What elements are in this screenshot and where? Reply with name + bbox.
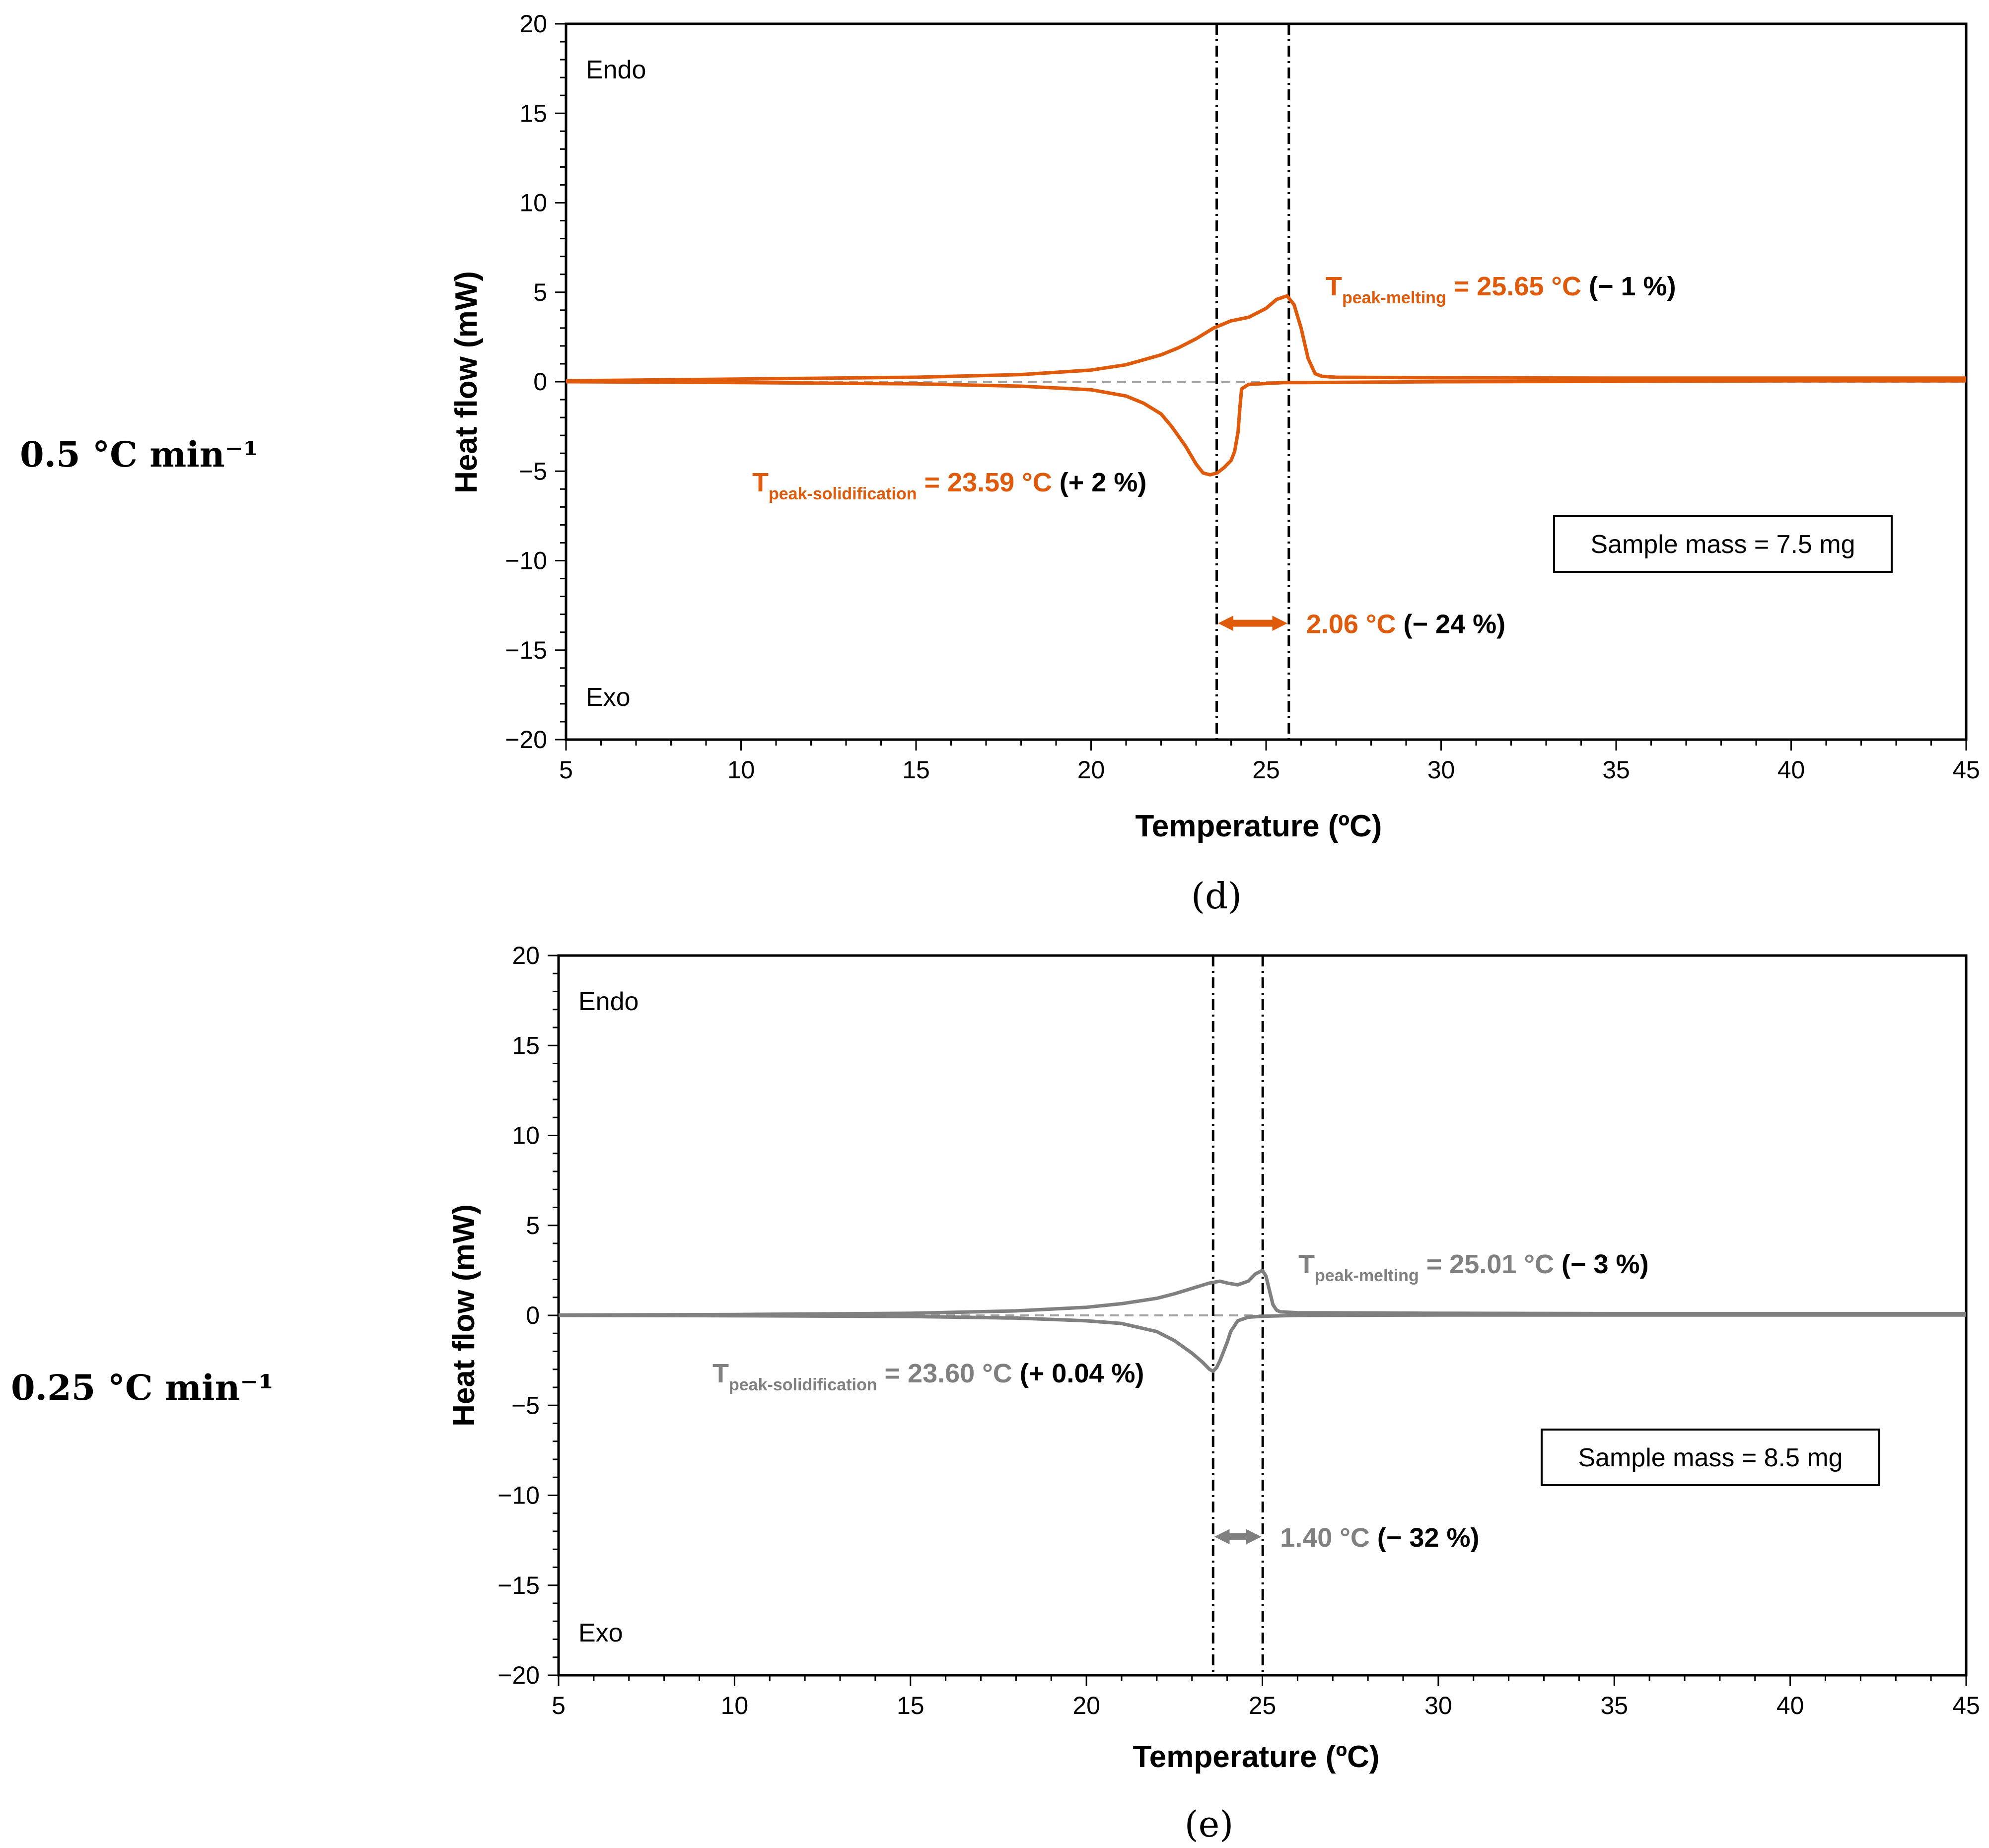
cooling-curve <box>566 379 1966 477</box>
heating-curve <box>566 294 1966 383</box>
x-tick-label: 20 <box>1072 1692 1100 1719</box>
x-tick-label: 25 <box>1249 1692 1277 1719</box>
x-tick-label: 5 <box>559 756 573 784</box>
temperature-gap-label: 1.40 °C (− 32 %) <box>1280 1523 1479 1553</box>
y-tick-label: −20 <box>505 726 547 753</box>
x-tick-label: 15 <box>897 1692 924 1719</box>
y-tick-label: 20 <box>512 942 540 969</box>
x-tick-label: 40 <box>1777 756 1805 784</box>
x-tick-label: 25 <box>1252 756 1280 784</box>
x-tick-label: 10 <box>721 1692 749 1719</box>
heating-curve <box>558 1268 1966 1317</box>
x-tick-label: 20 <box>1077 756 1105 784</box>
x-tick-label: 10 <box>727 756 755 784</box>
x-tick-label: 5 <box>552 1692 566 1719</box>
solidification-peak-annotation: Tpeak-solidification = 23.60 °C (+ 0.04 … <box>712 1359 1144 1394</box>
melting-peak-annotation: Tpeak-melting = 25.65 °C (− 1 %) <box>1326 272 1676 307</box>
y-tick-label: 10 <box>519 189 547 217</box>
panel-label: (d) <box>1191 875 1242 917</box>
y-tick-label: −5 <box>511 1391 540 1419</box>
x-tick-label: 30 <box>1424 1692 1452 1719</box>
temperature-gap-label: 2.06 °C (− 24 %) <box>1306 610 1505 639</box>
x-tick-label: 45 <box>1952 756 1980 784</box>
y-tick-label: −5 <box>519 457 547 485</box>
sample-mass-label: Sample mass = 8.5 mg <box>1578 1443 1843 1472</box>
panel-label: (e) <box>1185 1803 1234 1845</box>
exo-label: Exo <box>578 1619 623 1647</box>
sample-mass-box <box>1541 1429 1880 1486</box>
y-tick-label: −10 <box>497 1482 540 1509</box>
x-tick-label: 15 <box>902 756 930 784</box>
exo-label: Exo <box>586 683 631 712</box>
x-tick-label: 40 <box>1776 1692 1804 1719</box>
row-label: 0.5 °C min⁻¹ <box>20 434 258 475</box>
x-axis-title: Temperature (ºC) <box>1136 809 1382 843</box>
y-tick-label: 15 <box>512 1031 540 1059</box>
endo-label: Endo <box>586 56 646 84</box>
y-tick-label: 5 <box>526 1212 540 1239</box>
y-tick-label: −20 <box>497 1661 540 1689</box>
y-axis-title: Heat flow (mW) <box>449 271 484 493</box>
y-tick-label: 15 <box>519 99 547 127</box>
y-tick-label: 0 <box>526 1301 540 1329</box>
y-tick-label: −15 <box>505 636 547 664</box>
y-tick-label: −15 <box>497 1572 540 1599</box>
x-tick-label: 35 <box>1602 756 1630 784</box>
sample-mass-label: Sample mass = 7.5 mg <box>1590 530 1855 559</box>
y-axis-title: Heat flow (mW) <box>447 1204 481 1427</box>
x-axis-title: Temperature (ºC) <box>1133 1740 1380 1774</box>
x-tick-label: 30 <box>1427 756 1455 784</box>
panel-d: 0.5 °C min⁻¹ 5 10 15 20 25 30 35 40 45 20 15 10 5 0 −5… <box>20 10 1980 917</box>
sample-mass-box <box>1553 515 1893 573</box>
panel-e: 0.25 °C min⁻¹ 5 10 15 20 25 30 35 40 45 20 15 10 5 0 −… <box>11 942 1980 1845</box>
y-tick-label: 5 <box>533 278 547 306</box>
x-tick-label: 35 <box>1600 1692 1628 1719</box>
endo-label: Endo <box>578 987 639 1016</box>
x-tick-label: 45 <box>1952 1692 1980 1719</box>
cooling-curve <box>558 1313 1966 1373</box>
melting-peak-annotation: Tpeak-melting = 25.01 °C (− 3 %) <box>1298 1249 1649 1285</box>
solidification-peak-annotation: Tpeak-solidification = 23.59 °C (+ 2 %) <box>752 468 1146 503</box>
y-tick-label: 20 <box>519 10 547 38</box>
row-label: 0.25 °C min⁻¹ <box>11 1367 274 1408</box>
y-tick-label: 10 <box>512 1122 540 1150</box>
y-tick-label: 0 <box>533 368 547 396</box>
y-tick-label: −10 <box>505 547 547 575</box>
